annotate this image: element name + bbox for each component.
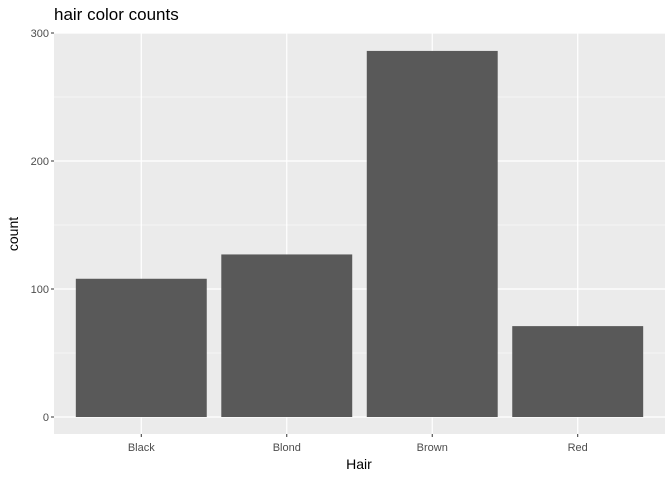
chart-title: hair color counts	[54, 5, 179, 24]
x-tick-label: Red	[568, 442, 588, 454]
bar-brown	[366, 50, 498, 418]
bar-blond	[221, 254, 353, 417]
bars	[75, 50, 644, 418]
bar-black	[75, 278, 207, 417]
y-tick-label: 100	[31, 284, 49, 296]
bar-red	[512, 326, 644, 417]
x-axis-title: Hair	[346, 456, 372, 472]
axis-ticks: 0 100 200 300 Black Blond Brown Red	[31, 28, 588, 454]
y-tick-label: 200	[31, 156, 49, 168]
x-tick-label: Blond	[273, 442, 301, 454]
x-tick-label: Brown	[417, 442, 448, 454]
y-tick-label: 300	[31, 28, 49, 40]
y-tick-label: 0	[43, 412, 49, 424]
y-axis-title: count	[5, 217, 21, 251]
x-tick-label: Black	[128, 442, 155, 454]
